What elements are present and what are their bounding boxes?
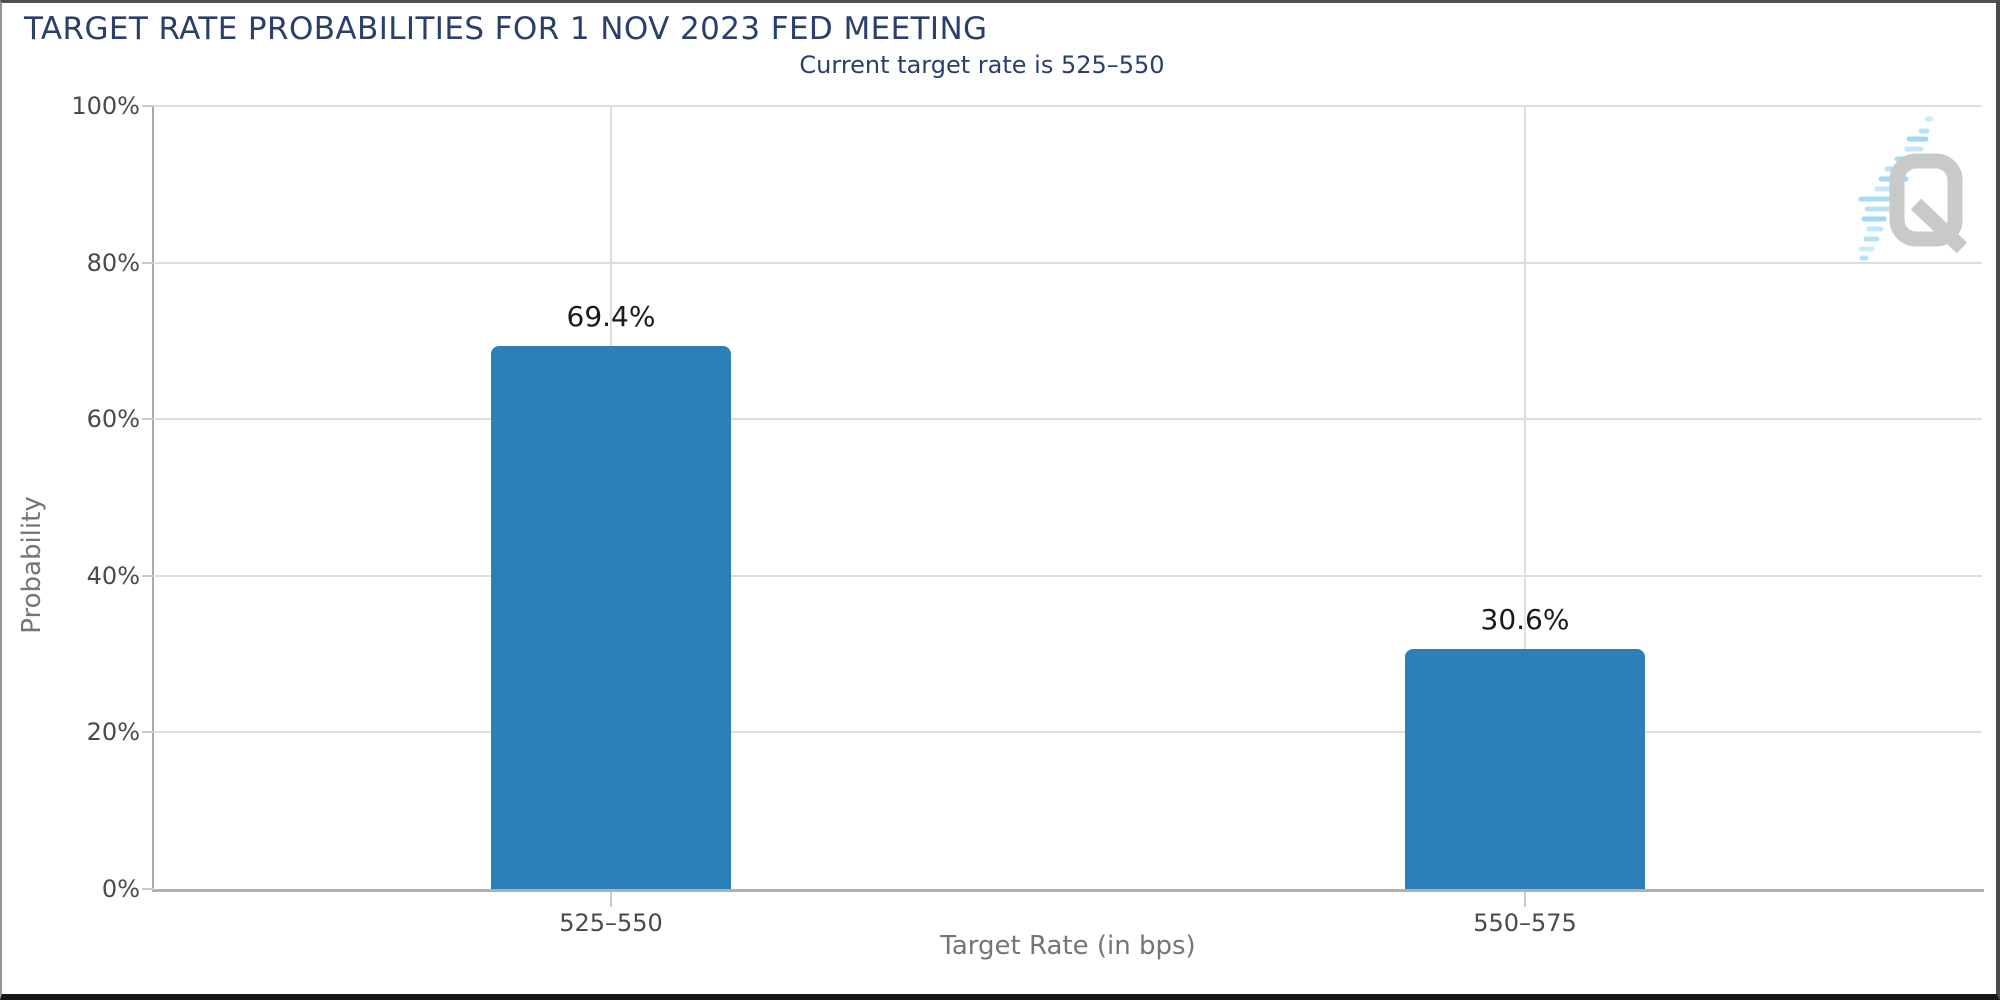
plot-area: 0% 20% 40% 60% 80% 100% 69.4% 525–550 30.6% 550–5… xyxy=(71,92,1982,937)
bar-value-label: 69.4% xyxy=(566,299,656,333)
logo-q-letter xyxy=(1889,153,1968,254)
y-tick-label: 100% xyxy=(71,92,140,120)
x-axis-title: Target Rate (in bps) xyxy=(940,931,1196,961)
chart-title: TARGET RATE PROBABILITIES FOR 1 NOV 2023… xyxy=(24,11,988,47)
gridline-60% xyxy=(154,418,1982,421)
bar-value-label: 30.6% xyxy=(1480,603,1570,637)
gridline-100% xyxy=(154,105,1982,107)
x-axis-line xyxy=(152,889,1984,892)
y-axis-title: Probability xyxy=(17,496,47,634)
y-tick-label: 20% xyxy=(86,718,140,747)
y-tick-20% xyxy=(142,731,154,734)
y-tick-label: 0% xyxy=(101,875,140,903)
gridline-80% xyxy=(154,261,1982,264)
y-tick-60% xyxy=(142,418,154,421)
y-tick-label: 80% xyxy=(86,248,140,277)
chart-subtitle: Current target rate is 525–550 xyxy=(799,51,1165,79)
gridline-40% xyxy=(154,574,1982,577)
y-axis-line xyxy=(152,106,154,892)
y-tick-100% xyxy=(142,105,154,107)
y-tick-80% xyxy=(142,261,154,264)
category-gridline xyxy=(1524,106,1526,889)
probability-bar-525–550 xyxy=(491,345,731,889)
gridline-20% xyxy=(154,731,1982,734)
quikstrike-q-logo-icon xyxy=(1858,116,1968,261)
x-tick-label: 525–550 xyxy=(559,909,663,937)
y-tick-0% xyxy=(142,888,154,890)
x-tick-550–575 xyxy=(1524,892,1526,907)
y-tick-label: 40% xyxy=(86,561,140,590)
x-tick-525–550 xyxy=(610,892,612,907)
y-tick-label: 60% xyxy=(86,405,140,434)
probability-bar-550–575 xyxy=(1405,649,1645,889)
y-tick-40% xyxy=(142,574,154,577)
x-tick-label: 550–575 xyxy=(1473,909,1577,937)
